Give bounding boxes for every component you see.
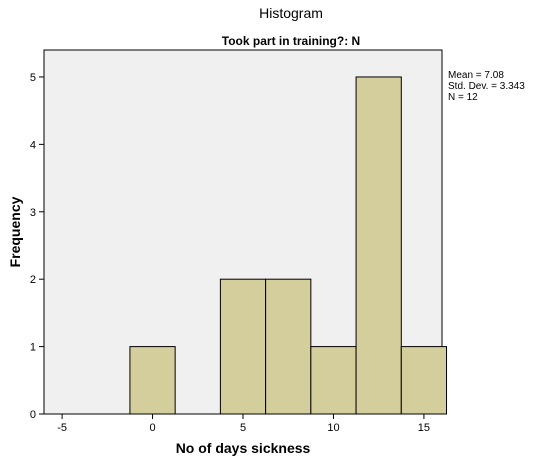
histogram-bar-3 xyxy=(310,346,357,415)
y-tick-label-3: 3 xyxy=(30,207,36,219)
stat-std-dev: Std. Dev. = 3.343 xyxy=(448,81,525,92)
histogram-bar-0 xyxy=(129,346,176,415)
y-tick-label-5: 5 xyxy=(30,72,36,84)
chart-title: Histogram xyxy=(259,5,323,21)
y-axis-title: Frequency xyxy=(7,196,23,267)
y-tick-label-4: 4 xyxy=(30,139,36,151)
chart-subtitle: Took part in training?: N xyxy=(222,34,360,48)
x-tick-label-4: 15 xyxy=(418,422,430,434)
histogram-bars xyxy=(129,76,448,415)
x-axis-title: No of days sickness xyxy=(176,440,311,456)
histogram-bar-2 xyxy=(265,278,312,415)
y-tick-label-0: 0 xyxy=(30,409,36,421)
y-tick-label-1: 1 xyxy=(30,342,36,354)
x-tick-label-3: 10 xyxy=(327,422,339,434)
x-tick-label-2: 5 xyxy=(240,422,246,434)
y-axis: 0 1 2 3 4 5 xyxy=(30,72,44,421)
y-tick-label-2: 2 xyxy=(30,274,36,286)
x-tick-label-1: 0 xyxy=(149,422,155,434)
stat-n: N = 12 xyxy=(448,92,478,103)
x-tick-label-0: -5 xyxy=(57,422,67,434)
histogram-bar-1 xyxy=(219,278,267,415)
x-axis: -5 0 5 10 15 xyxy=(57,414,430,434)
stats-legend: Mean = 7.08 Std. Dev. = 3.343 N = 12 xyxy=(448,70,525,103)
stat-mean: Mean = 7.08 xyxy=(448,70,504,81)
histogram-bar-5 xyxy=(400,346,448,415)
histogram-bar-4 xyxy=(355,76,402,415)
